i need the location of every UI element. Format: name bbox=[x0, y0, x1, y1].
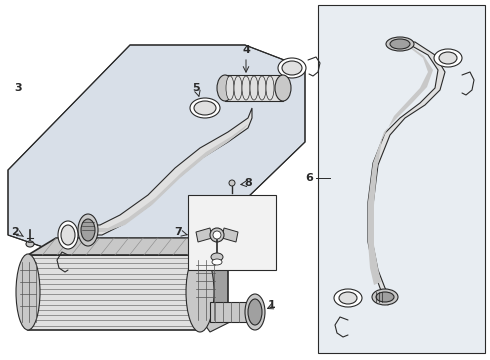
Ellipse shape bbox=[58, 221, 78, 249]
Ellipse shape bbox=[275, 75, 291, 101]
Polygon shape bbox=[8, 45, 305, 258]
Ellipse shape bbox=[334, 289, 362, 307]
Polygon shape bbox=[200, 228, 238, 255]
Polygon shape bbox=[28, 238, 228, 255]
Ellipse shape bbox=[26, 241, 34, 247]
Polygon shape bbox=[28, 255, 200, 330]
Ellipse shape bbox=[229, 180, 235, 186]
Polygon shape bbox=[200, 305, 238, 332]
Text: 5: 5 bbox=[192, 83, 200, 93]
Text: 7: 7 bbox=[174, 227, 182, 237]
Ellipse shape bbox=[245, 294, 265, 330]
Polygon shape bbox=[368, 46, 433, 285]
Ellipse shape bbox=[386, 37, 414, 51]
Polygon shape bbox=[210, 302, 255, 322]
Ellipse shape bbox=[376, 292, 394, 302]
Ellipse shape bbox=[226, 76, 234, 100]
Ellipse shape bbox=[248, 299, 262, 325]
Ellipse shape bbox=[81, 219, 95, 241]
Text: 1: 1 bbox=[268, 300, 276, 310]
Ellipse shape bbox=[210, 228, 224, 242]
Polygon shape bbox=[222, 228, 238, 242]
Bar bbox=[188, 195, 276, 270]
Ellipse shape bbox=[278, 58, 306, 78]
Bar bbox=[318, 5, 485, 353]
Ellipse shape bbox=[61, 225, 75, 245]
Polygon shape bbox=[368, 42, 445, 305]
Ellipse shape bbox=[250, 76, 258, 100]
Ellipse shape bbox=[16, 254, 40, 330]
Ellipse shape bbox=[217, 75, 233, 101]
Bar bbox=[225, 75, 283, 101]
Polygon shape bbox=[82, 108, 252, 235]
Ellipse shape bbox=[372, 289, 398, 305]
Text: 2: 2 bbox=[11, 227, 19, 237]
Polygon shape bbox=[90, 124, 248, 232]
Ellipse shape bbox=[212, 259, 222, 265]
Polygon shape bbox=[200, 238, 228, 330]
Ellipse shape bbox=[439, 52, 457, 64]
Ellipse shape bbox=[282, 61, 302, 75]
Ellipse shape bbox=[211, 253, 223, 261]
Ellipse shape bbox=[266, 76, 274, 100]
Ellipse shape bbox=[390, 39, 410, 49]
Text: 4: 4 bbox=[242, 45, 250, 55]
Text: 8: 8 bbox=[244, 178, 252, 188]
Ellipse shape bbox=[213, 231, 221, 239]
Polygon shape bbox=[196, 228, 212, 242]
Ellipse shape bbox=[78, 214, 98, 246]
Ellipse shape bbox=[258, 76, 266, 100]
Ellipse shape bbox=[234, 76, 242, 100]
Text: 6: 6 bbox=[305, 173, 313, 183]
Ellipse shape bbox=[186, 252, 214, 332]
Ellipse shape bbox=[434, 49, 462, 67]
Ellipse shape bbox=[194, 101, 216, 115]
Ellipse shape bbox=[190, 98, 220, 118]
Ellipse shape bbox=[242, 76, 250, 100]
Text: 3: 3 bbox=[14, 83, 22, 93]
Ellipse shape bbox=[339, 292, 357, 304]
